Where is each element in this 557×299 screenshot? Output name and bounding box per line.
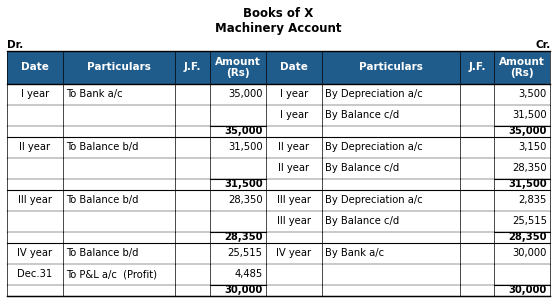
Bar <box>7 158 550 179</box>
Text: 3,500: 3,500 <box>519 89 547 99</box>
Bar <box>7 285 550 296</box>
Text: Cr.: Cr. <box>535 40 550 50</box>
Bar <box>7 231 550 243</box>
Text: Dr.: Dr. <box>7 40 23 50</box>
Text: Date: Date <box>280 62 307 72</box>
Text: 2,835: 2,835 <box>519 195 547 205</box>
Text: IV year: IV year <box>276 248 311 258</box>
Text: 30,000: 30,000 <box>224 285 262 295</box>
Bar <box>7 179 550 190</box>
Text: By Depreciation a/c: By Depreciation a/c <box>325 142 423 152</box>
Text: To Balance b/d: To Balance b/d <box>66 142 138 152</box>
Text: 30,000: 30,000 <box>512 248 547 258</box>
Text: II year: II year <box>19 142 50 152</box>
Text: III year: III year <box>18 195 52 205</box>
Text: Books of X: Books of X <box>243 7 314 20</box>
Text: To Balance b/d: To Balance b/d <box>66 248 138 258</box>
Text: Amount
(Rs): Amount (Rs) <box>215 57 261 78</box>
Text: 31,500: 31,500 <box>224 179 262 189</box>
Bar <box>7 51 550 84</box>
Text: IV year: IV year <box>17 248 52 258</box>
Bar <box>7 211 550 231</box>
Text: Particulars: Particulars <box>359 62 423 72</box>
Text: 28,350: 28,350 <box>512 163 547 173</box>
Text: J.F.: J.F. <box>468 62 486 72</box>
Text: To Bank a/c: To Bank a/c <box>66 89 123 99</box>
Text: I year: I year <box>21 89 49 99</box>
Text: Dec.31: Dec.31 <box>17 269 52 279</box>
Text: 25,515: 25,515 <box>512 216 547 226</box>
Text: By Balance c/d: By Balance c/d <box>325 110 399 120</box>
Bar <box>7 105 550 126</box>
Text: 35,000: 35,000 <box>228 89 262 99</box>
Text: 4,485: 4,485 <box>234 269 262 279</box>
Text: Date: Date <box>21 62 48 72</box>
Bar <box>7 126 550 137</box>
Text: III year: III year <box>277 195 311 205</box>
Bar <box>7 84 550 105</box>
Bar <box>7 137 550 158</box>
Text: II year: II year <box>278 163 309 173</box>
Text: To P&L a/c  (Profit): To P&L a/c (Profit) <box>66 269 157 279</box>
Text: Amount
(Rs): Amount (Rs) <box>500 57 545 78</box>
Text: 3,150: 3,150 <box>519 142 547 152</box>
Bar <box>7 264 550 285</box>
Text: 35,000: 35,000 <box>224 126 262 136</box>
Text: By Depreciation a/c: By Depreciation a/c <box>325 195 423 205</box>
Text: Particulars: Particulars <box>87 62 151 72</box>
Text: Machinery Account: Machinery Account <box>215 22 342 35</box>
Text: By Balance c/d: By Balance c/d <box>325 163 399 173</box>
Text: 31,500: 31,500 <box>228 142 262 152</box>
Text: 28,350: 28,350 <box>228 195 262 205</box>
Text: 28,350: 28,350 <box>509 232 547 242</box>
Text: By Depreciation a/c: By Depreciation a/c <box>325 89 423 99</box>
Text: By Bank a/c: By Bank a/c <box>325 248 384 258</box>
Text: III year: III year <box>277 216 311 226</box>
Bar <box>7 190 550 211</box>
Text: I year: I year <box>280 89 308 99</box>
Bar <box>7 243 550 264</box>
Text: 35,000: 35,000 <box>509 126 547 136</box>
Text: 31,500: 31,500 <box>509 179 547 189</box>
Text: To Balance b/d: To Balance b/d <box>66 195 138 205</box>
Text: 31,500: 31,500 <box>512 110 547 120</box>
Text: I year: I year <box>280 110 308 120</box>
Text: J.F.: J.F. <box>184 62 201 72</box>
Text: II year: II year <box>278 142 309 152</box>
Text: By Balance c/d: By Balance c/d <box>325 216 399 226</box>
Text: 30,000: 30,000 <box>509 285 547 295</box>
Text: 28,350: 28,350 <box>224 232 262 242</box>
Text: 25,515: 25,515 <box>227 248 262 258</box>
